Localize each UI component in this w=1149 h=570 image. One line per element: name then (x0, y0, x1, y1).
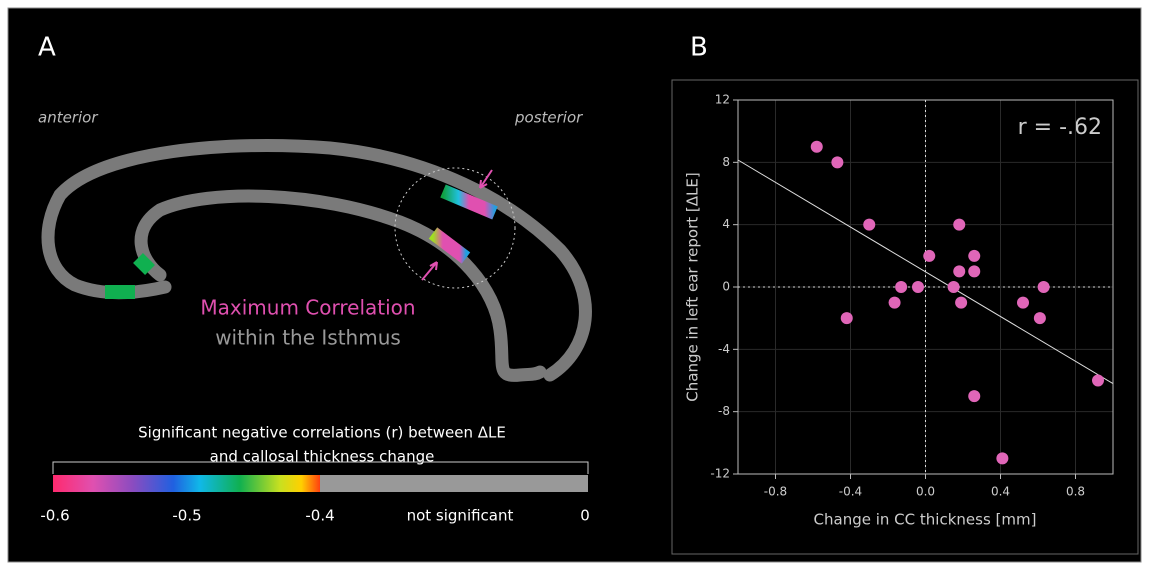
point (840, 312, 853, 325)
y-tick-label: 12 (715, 93, 730, 107)
point (863, 218, 876, 231)
colorbar-label: -0.5 (172, 507, 201, 525)
arrow (479, 169, 493, 189)
colorbar-gradient (53, 475, 320, 492)
x-tick-label: -0.4 (839, 485, 862, 499)
colorbar-gray (320, 475, 588, 492)
point (923, 249, 936, 262)
point (996, 452, 1009, 465)
trend-line (737, 159, 1114, 385)
point (1092, 374, 1104, 387)
point (947, 281, 960, 293)
panel-frame (671, 79, 1139, 555)
posterior-label: posterior (514, 109, 583, 127)
callosum-outer (41, 139, 592, 382)
point (1033, 312, 1046, 325)
highlight-title: Maximum Correlation (200, 296, 415, 320)
highlight-circle (394, 167, 516, 289)
point (953, 218, 966, 231)
colorbar-label: 0 (580, 507, 590, 525)
x-tick-label: 0.0 (916, 485, 935, 499)
highlight-subtitle: within the Isthmus (215, 326, 401, 350)
y-tick-label: 4 (722, 217, 730, 231)
point (1037, 281, 1050, 293)
point (810, 140, 823, 153)
panel-label: B (690, 33, 708, 63)
y-tick-label: -8 (718, 404, 730, 418)
y-tick-label: 8 (722, 155, 730, 169)
segment-max (428, 227, 471, 264)
point (955, 296, 968, 309)
colorbar-label: not significant (407, 507, 514, 525)
y-axis-label: Change in left ear report [ΔLE] (684, 172, 702, 401)
point (953, 265, 966, 278)
y-tick-label: -12 (710, 467, 730, 481)
point (968, 265, 981, 278)
x-tick-label: 0.8 (1066, 485, 1085, 499)
point (968, 249, 981, 262)
x-tick-label: -0.8 (764, 485, 787, 499)
segment-max (440, 184, 498, 220)
segment-green (133, 253, 155, 275)
anterior-label: anterior (38, 109, 98, 127)
colorbar-bracket (52, 461, 589, 474)
point (968, 390, 981, 403)
callosum-inner (134, 189, 547, 382)
y-tick-label: 0 (722, 280, 730, 294)
panel-a: A anterior posterior Maximum Correlation… (38, 33, 592, 525)
colorbar-label: -0.6 (40, 507, 69, 525)
point (1017, 296, 1029, 309)
panel-label: A (38, 33, 56, 63)
colorbar-title: and callosal thickness change (210, 448, 435, 466)
colorbar-title: Significant negative correlations (r) be… (138, 424, 506, 442)
x-tick-label: 0.4 (991, 485, 1010, 499)
point (895, 281, 908, 293)
arrow (421, 261, 438, 281)
annotation: r = -.62 (1018, 115, 1102, 140)
x-axis-label: Change in CC thickness [mm] (814, 511, 1037, 529)
point (912, 281, 924, 293)
colorbar-label: -0.4 (305, 507, 334, 525)
panel-b: B Change in CC thickness [mm] Change in … (671, 33, 1139, 555)
point (888, 296, 901, 309)
y-tick-label: -4 (718, 342, 730, 356)
point (831, 156, 844, 169)
